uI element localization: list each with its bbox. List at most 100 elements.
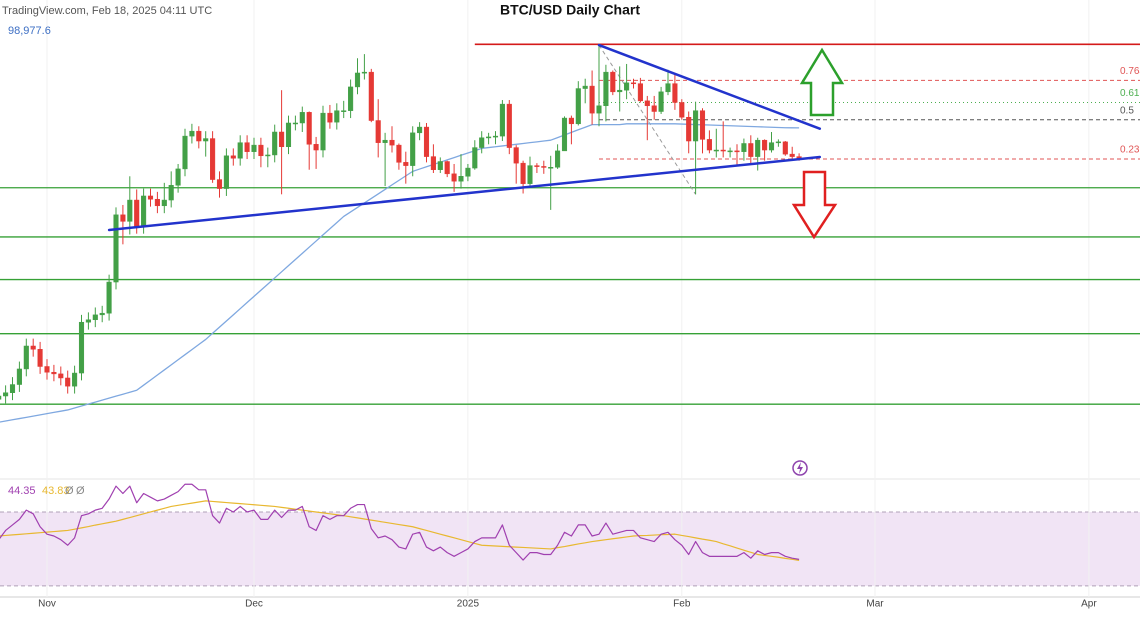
candle-body xyxy=(0,395,2,400)
candle-body xyxy=(216,179,223,189)
rsi-marker: Ø xyxy=(65,485,74,497)
candle-body xyxy=(175,168,181,186)
down-arrow xyxy=(791,170,838,240)
fib-label: 0.618 xyxy=(1120,88,1140,99)
candle-body xyxy=(686,116,692,142)
candle-body xyxy=(486,136,492,139)
candle-body xyxy=(555,150,561,168)
candle-body xyxy=(492,135,499,138)
candle-body xyxy=(534,165,540,167)
candle-body xyxy=(161,199,167,207)
candle-body xyxy=(30,345,36,350)
x-tick-label: Dec xyxy=(245,599,263,610)
candle-body xyxy=(134,199,140,227)
candle-body xyxy=(762,139,768,151)
candle-body xyxy=(589,85,595,114)
candle-body xyxy=(513,147,519,164)
candle-body xyxy=(279,131,285,148)
fib-label: 0.236 xyxy=(1120,145,1140,156)
candle-body xyxy=(251,144,257,152)
candle-body xyxy=(147,195,154,200)
candle-body xyxy=(720,149,726,152)
candle-body xyxy=(658,91,664,112)
plot-layer: Nov Dec 2025 Feb Mar Apr 0.764 0.618 0.5 0.236 xyxy=(0,43,1140,610)
candle-body xyxy=(313,144,319,151)
candle-body xyxy=(499,103,505,137)
candle-body xyxy=(285,122,292,148)
candle-body xyxy=(575,88,581,125)
candle-body xyxy=(430,156,436,170)
candle-body xyxy=(106,281,112,314)
candle-body xyxy=(375,120,381,143)
candle-body xyxy=(651,105,657,112)
candle-body xyxy=(244,142,250,152)
candle-body xyxy=(272,131,278,156)
candle-body xyxy=(354,72,361,88)
candle-body xyxy=(306,112,312,145)
candle-body xyxy=(782,141,788,155)
moving-average xyxy=(0,123,800,423)
candle-body xyxy=(58,373,64,379)
trendline xyxy=(597,43,822,130)
candle-body xyxy=(341,110,347,112)
candle-body xyxy=(9,384,16,393)
candle-body xyxy=(23,345,29,370)
candle-body xyxy=(458,176,464,182)
candle-body xyxy=(451,173,457,182)
candle-body xyxy=(527,165,533,184)
candle-body xyxy=(299,112,305,124)
fib-label: 0.764 xyxy=(1120,66,1140,77)
candle-body xyxy=(699,110,706,140)
candle-body xyxy=(541,166,547,168)
candle-body xyxy=(596,105,602,114)
candle-body xyxy=(403,162,409,166)
chart-title: BTC/USD Daily Chart xyxy=(500,2,640,18)
candle-body xyxy=(617,89,623,93)
candle-body xyxy=(120,214,126,222)
candle-body xyxy=(734,150,740,153)
x-tick-label: Mar xyxy=(866,599,884,610)
candle-body xyxy=(368,71,374,121)
candle-body xyxy=(755,139,761,157)
candle-body xyxy=(182,135,188,170)
candle-body xyxy=(472,147,478,169)
candle-body xyxy=(78,321,85,374)
trendline xyxy=(107,155,822,232)
candle-body xyxy=(748,143,754,157)
candle-body xyxy=(210,138,216,180)
candle-body xyxy=(568,117,574,125)
rsi-marker: Ø xyxy=(76,485,85,497)
rsi-band xyxy=(0,511,1140,586)
candle-body xyxy=(506,103,512,148)
candle-body xyxy=(334,110,340,123)
candle-body xyxy=(127,199,133,222)
candle-body xyxy=(16,368,22,385)
candle-body xyxy=(437,161,443,170)
candle-body xyxy=(768,142,775,151)
candle-body xyxy=(706,139,712,151)
candle-body xyxy=(99,312,105,316)
candle-body xyxy=(237,142,243,159)
candle-body xyxy=(51,371,57,375)
candle-body xyxy=(327,112,333,123)
candle-body xyxy=(223,155,229,189)
candle-body xyxy=(154,198,160,207)
candle-body xyxy=(679,102,685,118)
rsi-readout: 44.35 xyxy=(8,485,36,497)
candle-body xyxy=(603,71,609,107)
candle-body xyxy=(320,112,326,151)
candle-body xyxy=(417,126,423,134)
rsi-line xyxy=(0,483,800,561)
candle-body xyxy=(292,122,298,125)
candle-body xyxy=(637,83,643,102)
candle-body xyxy=(258,144,264,157)
candle-body xyxy=(85,319,91,323)
candle-body xyxy=(230,155,236,159)
rsi-ma-line xyxy=(0,500,800,561)
candle-body xyxy=(479,137,485,148)
candle-body xyxy=(665,83,671,93)
price-readout: 98,977.6 xyxy=(8,25,51,37)
candle-body xyxy=(465,167,471,177)
